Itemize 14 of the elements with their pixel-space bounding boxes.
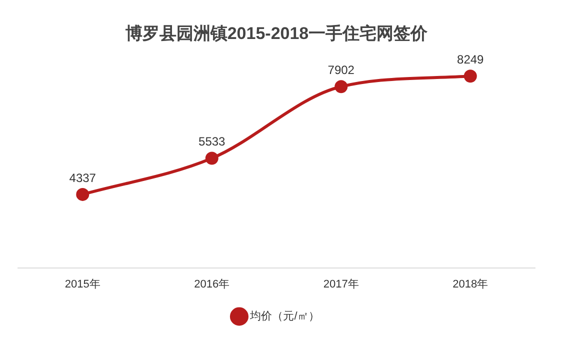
data-label: 8249 (457, 52, 484, 66)
x-tick-label: 2016年 (194, 278, 230, 290)
point (76, 188, 90, 201)
point (334, 80, 348, 94)
chart-title: 博罗县园洲镇2015-2018一手住宅网签价 (124, 24, 429, 43)
data-label: 4337 (69, 170, 96, 185)
x-tick-label: 2015年 (64, 278, 100, 290)
legend-label: 均价（元/㎡） (249, 310, 320, 323)
point (205, 152, 218, 165)
data-label: 7902 (328, 62, 355, 77)
data-label: 5533 (198, 134, 226, 149)
x-tick-label: 2018年 (452, 278, 488, 290)
point (464, 70, 477, 83)
x-tick-label: 2017年 (323, 278, 359, 290)
